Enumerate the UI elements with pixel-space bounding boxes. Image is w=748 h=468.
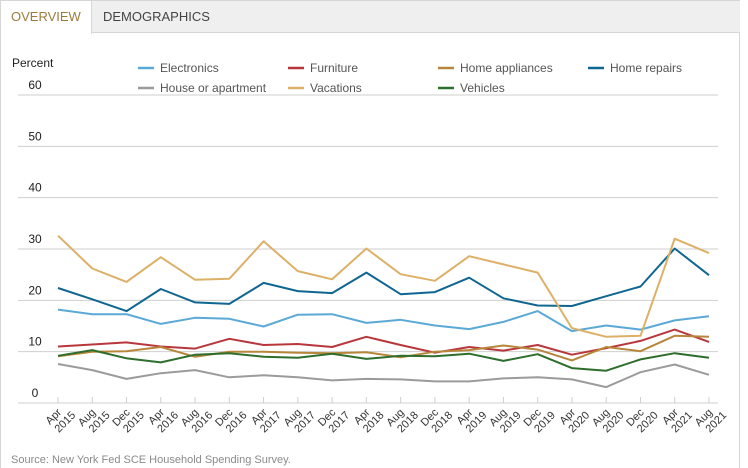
legend-label: Furniture [310, 61, 358, 75]
y-axis-label: Percent [12, 56, 54, 70]
series-line-home-repairs [57, 247, 710, 313]
series-line-electronics [57, 308, 710, 333]
tab-overview[interactable]: OVERVIEW [1, 1, 92, 34]
y-tick-label: 30 [28, 232, 42, 246]
legend-label: Electronics [160, 61, 219, 75]
legend-item: Home repairs [588, 61, 682, 75]
y-tick-label: 20 [28, 283, 42, 297]
source-note: Source: New York Fed SCE Household Spend… [11, 454, 291, 466]
series-line-vehicles [57, 349, 710, 372]
legend-item: Electronics [138, 61, 219, 75]
y-tick-label: 10 [28, 335, 42, 349]
legend-item: Home appliances [438, 61, 553, 75]
legend-item: House or apartment [138, 81, 267, 95]
tab-demographics[interactable]: DEMOGRAPHICS [103, 9, 210, 24]
y-axis-ticks: 0 10 20 30 40 50 60 [28, 78, 42, 400]
legend-label: Vacations [310, 81, 362, 95]
y-tick-label: 50 [28, 129, 42, 143]
legend-label: Vehicles [460, 81, 505, 95]
series-line-home-appliances [57, 334, 710, 362]
legend-item: Vehicles [438, 81, 505, 95]
legend-label: House or apartment [160, 81, 267, 95]
legend-label: Home appliances [460, 61, 553, 75]
tab-bar: OVERVIEW DEMOGRAPHICS [1, 1, 740, 34]
series-lines [57, 234, 710, 389]
y-tick-label: 40 [28, 181, 42, 195]
legend-item: Furniture [288, 61, 358, 75]
y-tick-label: 60 [28, 78, 42, 92]
series-line-vacations [57, 234, 710, 338]
series-line-house-or-apartment [57, 363, 710, 389]
legend-label: Home repairs [610, 61, 682, 75]
legend: Electronics Furniture Home appliances Home … [138, 61, 682, 95]
series-line-furniture [57, 328, 710, 356]
y-tick-label: 0 [32, 386, 39, 400]
legend-item: Vacations [288, 81, 362, 95]
